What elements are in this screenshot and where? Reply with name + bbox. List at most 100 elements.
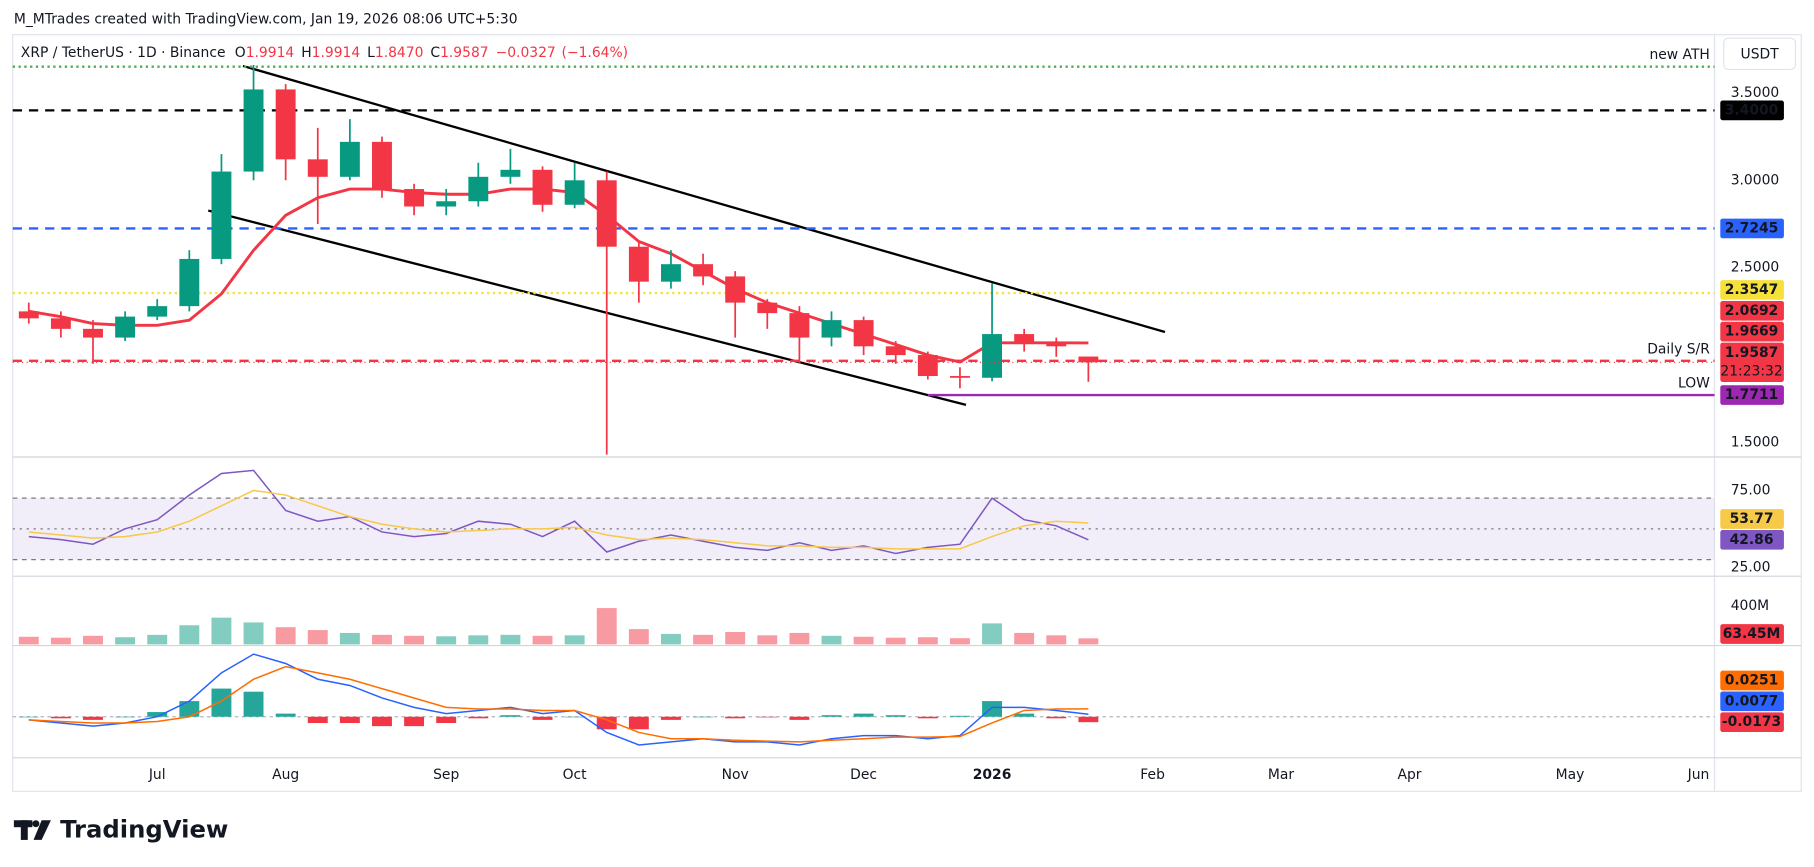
rsi-tag: 42.86 bbox=[1730, 532, 1774, 548]
macd-line bbox=[28, 665, 1089, 743]
histogram-bar bbox=[211, 688, 232, 717]
ohlc-value: 1.9914 bbox=[246, 45, 295, 61]
candle-body bbox=[725, 276, 746, 303]
volume-bar bbox=[596, 608, 617, 645]
macd-tag: 0.0251 bbox=[1725, 673, 1779, 689]
level-text: new ATH bbox=[1649, 47, 1709, 63]
histogram-bar bbox=[1046, 716, 1067, 719]
volume-bar bbox=[1078, 638, 1099, 645]
y-tick-label: 3.0000 bbox=[1731, 172, 1780, 188]
histogram-bar bbox=[789, 716, 810, 720]
volume-bar bbox=[50, 637, 71, 645]
x-tick-label: Jun bbox=[1687, 767, 1710, 783]
histogram-bar bbox=[628, 716, 649, 730]
volume-bar bbox=[500, 634, 521, 645]
histogram-bar bbox=[853, 713, 874, 717]
level-tag-box bbox=[1720, 100, 1784, 121]
volume-bar bbox=[917, 637, 938, 645]
candle-body bbox=[147, 306, 168, 317]
volume-bar bbox=[757, 635, 778, 645]
y-tick-label: 400M bbox=[1731, 598, 1769, 614]
ohlc-key: H bbox=[301, 45, 311, 61]
currency-label[interactable]: USDT bbox=[1741, 46, 1780, 62]
candle-body bbox=[821, 320, 842, 338]
candle-body bbox=[1014, 334, 1035, 343]
candle-body bbox=[757, 302, 778, 314]
ohlc-key: L bbox=[367, 45, 375, 61]
histogram-tag-box bbox=[1720, 712, 1784, 732]
candle-body bbox=[949, 376, 970, 378]
volume-bar bbox=[885, 637, 906, 645]
ohlc-key: O bbox=[235, 45, 246, 61]
histogram-bar bbox=[243, 691, 264, 717]
change: −0.0327 bbox=[496, 45, 556, 61]
volume-bar bbox=[243, 622, 264, 645]
histogram-bar bbox=[725, 716, 746, 719]
histogram-tag: -0.0173 bbox=[1722, 714, 1781, 730]
volume-bar bbox=[853, 636, 874, 645]
candle-body bbox=[917, 355, 938, 377]
x-tick-label: Aug bbox=[272, 767, 299, 783]
volume-bar bbox=[725, 631, 746, 645]
logo-mark bbox=[33, 820, 51, 840]
histogram-bar bbox=[693, 716, 714, 718]
y-tick-label: 1.5000 bbox=[1731, 434, 1780, 450]
histogram-bar bbox=[147, 712, 168, 717]
moving-average bbox=[28, 187, 1089, 364]
macd-tag-box bbox=[1720, 670, 1784, 691]
volume-bar bbox=[564, 635, 585, 645]
volume-bar bbox=[982, 623, 1003, 645]
currency-button[interactable]: USDT bbox=[1723, 37, 1797, 70]
volume-bar bbox=[949, 638, 970, 645]
volume-tag: 63.45M bbox=[1723, 626, 1781, 642]
y-tick-label: 2.5000 bbox=[1731, 260, 1780, 276]
candle-body bbox=[1046, 342, 1067, 347]
volume-bar bbox=[339, 632, 360, 645]
candle-body bbox=[307, 159, 328, 177]
volume-bar bbox=[1014, 632, 1035, 645]
volume-bar bbox=[628, 629, 649, 645]
candle-body bbox=[853, 320, 874, 347]
macd-tag: 0.0077 bbox=[1725, 693, 1779, 709]
volume-bar bbox=[307, 630, 328, 645]
histogram-bar bbox=[339, 716, 360, 724]
candle-body bbox=[339, 141, 360, 177]
histogram-bar bbox=[982, 701, 1003, 717]
candle-body bbox=[50, 318, 71, 329]
candle-body bbox=[628, 246, 649, 282]
ohlc-value: 1.9587 bbox=[440, 45, 489, 61]
level-tag-box bbox=[1720, 218, 1784, 239]
candle-body bbox=[18, 311, 39, 319]
rsi-line bbox=[28, 489, 1089, 550]
candle-body bbox=[179, 258, 200, 307]
histogram-bar bbox=[115, 716, 136, 718]
ma-tag-box bbox=[1720, 300, 1784, 321]
y-tick-label: 3.5000 bbox=[1731, 85, 1780, 101]
histogram-bar bbox=[179, 701, 200, 717]
change-pct: (−1.64%) bbox=[562, 45, 629, 61]
candle-body bbox=[564, 180, 585, 205]
x-tick-label: Dec bbox=[850, 767, 877, 783]
currency-button-box[interactable] bbox=[1723, 37, 1797, 70]
level-tag: 1.9669 bbox=[1725, 324, 1779, 340]
histogram-bar bbox=[1014, 713, 1035, 717]
ohlc-key: C bbox=[430, 45, 440, 61]
candle-body bbox=[275, 89, 296, 160]
volume-bar bbox=[693, 634, 714, 645]
rsi-tag-box bbox=[1720, 509, 1784, 529]
rsi-band bbox=[12, 498, 1715, 560]
chart-frame bbox=[12, 34, 1802, 792]
channel-upper bbox=[242, 64, 1166, 334]
volume-bar bbox=[1046, 635, 1067, 645]
rsi-tag: 53.77 bbox=[1730, 511, 1774, 527]
y-tick-label: 25.00 bbox=[1731, 559, 1771, 575]
x-tick-label: Nov bbox=[722, 767, 749, 783]
level-tag-box bbox=[1720, 321, 1784, 342]
histogram-bar bbox=[532, 716, 553, 720]
histogram-bar bbox=[372, 716, 392, 727]
histogram-bar bbox=[661, 716, 681, 720]
x-tick-label: Sep bbox=[433, 767, 459, 783]
level-tag: 3.4000 bbox=[1725, 102, 1779, 118]
